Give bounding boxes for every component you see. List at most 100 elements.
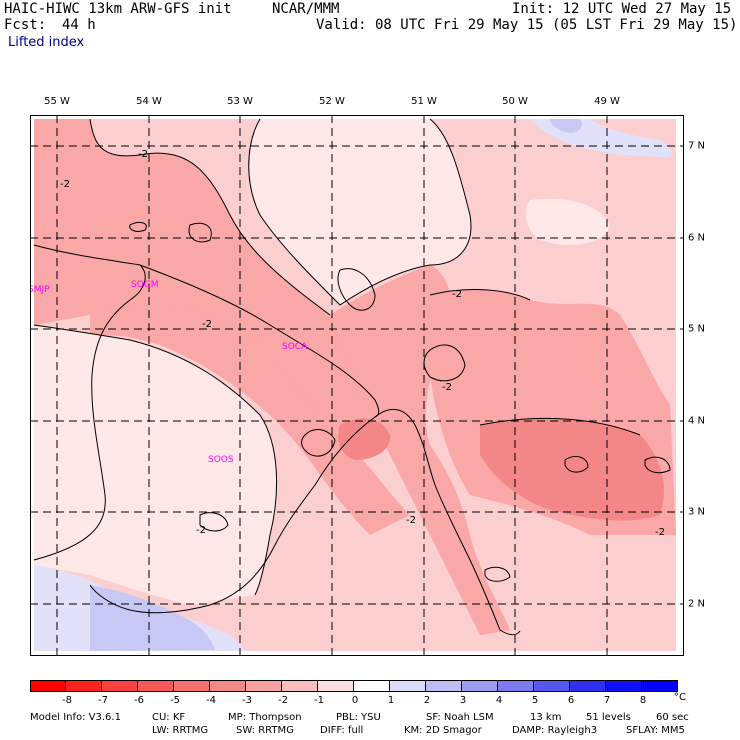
field-deep-pink-center — [338, 418, 391, 460]
lat-label-6n: 6 N — [688, 232, 706, 244]
station-smjp: SMJP — [30, 285, 50, 295]
colorbar-cell — [317, 680, 354, 692]
contour-label: -2 — [452, 289, 462, 300]
lat-label-4n: 4 N — [688, 415, 706, 427]
lon-label-49w: 49 W — [594, 96, 620, 107]
coastline — [33, 244, 521, 636]
lat-label-2n: 2 N — [688, 598, 706, 610]
lon-label-54w: 54 W — [136, 96, 162, 107]
coast-amapa — [374, 409, 501, 631]
footer-resolution: 13 km — [530, 712, 562, 723]
footer-model-info: Model Info: V3.6.1 — [30, 712, 121, 723]
field-pink-northwest — [34, 119, 380, 435]
colorbar-tick: -5 — [170, 695, 180, 706]
colorbar-tick: 1 — [387, 695, 395, 706]
colorbar-cell — [281, 680, 318, 692]
colorbar-tick: -2 — [278, 695, 288, 706]
field-deep-pink-east — [480, 418, 664, 521]
init-time: Init: 12 UTC Wed 27 May 15 — [512, 1, 732, 17]
graticule — [30, 115, 684, 656]
colorbar-cell — [389, 680, 426, 692]
contour-islet-9 — [644, 456, 671, 474]
footer-km: KM: 2D Smagor — [404, 725, 482, 736]
colorbar-tick: -6 — [134, 695, 144, 706]
footer-lw: LW: RRTMG — [152, 725, 209, 736]
colorbar-cell — [101, 680, 138, 692]
contour-label: -2 — [196, 525, 206, 536]
lat-label-5n: 5 N — [688, 323, 706, 335]
coast-amapa-tip — [499, 629, 521, 636]
footer-sflay: SFLAY: MM5 — [626, 725, 685, 736]
lon-label-53w: 53 W — [227, 96, 253, 107]
contour-north — [248, 118, 472, 306]
contour-islet-2 — [188, 222, 212, 243]
colorbar-tick: 3 — [459, 695, 467, 706]
colorbar-cell — [137, 680, 174, 692]
contour-islet-8 — [564, 456, 589, 473]
forecast-hours: 44 h — [62, 17, 96, 33]
contour-islet-1 — [129, 222, 147, 232]
colorbar-tick: 4 — [495, 695, 503, 706]
field-pale-north — [248, 119, 471, 305]
valid-time: Valid: 08 UTC Fri 29 May 15 (05 LST Fri … — [316, 17, 738, 33]
colorbar-tick: 2 — [423, 695, 431, 706]
footer-sf: SF: Noah LSM — [426, 712, 494, 723]
field-pale-islet-ne — [525, 198, 610, 245]
colorbar-cell — [641, 680, 678, 692]
colorbar-cell — [65, 680, 102, 692]
footer-cu: CU: KF — [152, 712, 186, 723]
contour-islet-3 — [337, 268, 376, 311]
field-blue-sw — [90, 585, 215, 651]
colorbar-cell — [569, 680, 606, 692]
colorbar-tick: 6 — [567, 695, 575, 706]
colorbar-cell — [245, 680, 282, 692]
colorbar-unit: °C — [674, 692, 686, 703]
contour-islet-5 — [301, 429, 336, 457]
contour-interior — [33, 324, 278, 596]
contour-islet-4 — [423, 344, 466, 382]
colorbar-cell — [533, 680, 570, 692]
lifted-index-map: -2 -2 -2 -2 -2 -2 -2 -2 SMJP SOGM SOCA S… — [30, 115, 684, 656]
field-blue-ne — [550, 119, 582, 133]
colorbar-tick: -8 — [62, 695, 72, 706]
field-pink-band — [90, 305, 410, 535]
footer-sw: SW: RRTMG — [236, 725, 294, 736]
station-soca: SOCA — [282, 342, 308, 352]
contour-label: -2 — [655, 527, 665, 538]
footer-mp: MP: Thompson — [228, 712, 302, 723]
contour-northwest — [89, 118, 331, 316]
coast-suriname-guiana — [139, 264, 380, 418]
contours — [33, 118, 671, 596]
contour-label: -2 — [202, 319, 212, 330]
model-title: HAIC-HIWC 13km ARW-GFS init — [4, 1, 232, 17]
colorbar-cell — [173, 680, 210, 692]
colorbar-tick: -4 — [206, 695, 216, 706]
footer-pbl: PBL: YSU — [336, 712, 381, 723]
contour-east-2 — [479, 417, 641, 436]
colorbar-cell — [497, 680, 534, 692]
colorbar-cell — [605, 680, 642, 692]
colorbar-cell — [425, 680, 462, 692]
contour-label: -2 — [406, 515, 416, 526]
footer-diff: DIFF: full — [320, 725, 364, 736]
colorbar-tick: 8 — [639, 695, 647, 706]
colorbar-cell — [461, 680, 498, 692]
footer-timestep: 60 sec — [656, 712, 689, 723]
field-pink-coast — [330, 265, 510, 635]
colorbar-tick: -3 — [242, 695, 252, 706]
lon-label-52w: 52 W — [319, 96, 345, 107]
colorbar-cell — [30, 680, 66, 692]
contour-islet-7 — [484, 566, 511, 582]
station-soos: SOOS — [208, 455, 234, 465]
field-name: Lifted index — [8, 35, 85, 50]
stations: SMJP SOGM SOCA SOOS — [30, 280, 308, 465]
contour-label: -2 — [138, 149, 148, 160]
contour-label: -2 — [442, 382, 452, 393]
contour-label: -2 — [60, 179, 70, 190]
colorbar-cell — [353, 680, 390, 692]
lon-label-51w: 51 W — [411, 96, 437, 107]
border-suriname-west — [33, 244, 146, 561]
footer-damp: DAMP: Rayleigh3 — [512, 725, 598, 736]
forecast-label: Fcst: — [4, 17, 47, 33]
colorbar-tick: 5 — [531, 695, 539, 706]
